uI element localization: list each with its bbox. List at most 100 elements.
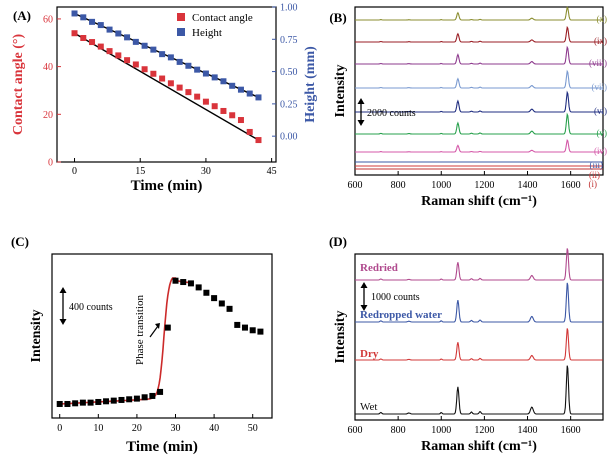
data-point bbox=[89, 39, 96, 46]
data-point bbox=[187, 280, 194, 287]
panel-a-tag: (A) bbox=[13, 8, 31, 23]
data-point bbox=[115, 30, 122, 37]
data-point bbox=[194, 66, 201, 73]
data-point bbox=[164, 324, 171, 331]
data-point bbox=[133, 395, 140, 402]
data-point bbox=[194, 93, 201, 100]
x-tick-label: 40 bbox=[209, 423, 219, 434]
annotation-arrow bbox=[149, 325, 159, 338]
x-tick-label: 1400 bbox=[518, 180, 538, 191]
data-point bbox=[246, 128, 253, 135]
legend-marker bbox=[177, 28, 185, 36]
data-point bbox=[97, 22, 104, 29]
spectrum-label: (ii) bbox=[589, 170, 600, 180]
data-point bbox=[180, 279, 187, 286]
scale-arrow-head-down bbox=[59, 319, 67, 325]
data-point bbox=[172, 277, 179, 284]
spectrum-line bbox=[355, 112, 603, 135]
x-axis-label: Time (min) bbox=[126, 439, 198, 455]
data-point bbox=[211, 103, 218, 110]
spectrum-line bbox=[355, 248, 603, 281]
data-point bbox=[87, 399, 94, 406]
data-point bbox=[106, 48, 113, 55]
x-tick-label: 1600 bbox=[561, 180, 581, 191]
x-tick-label: 50 bbox=[248, 423, 258, 434]
spectrum-line bbox=[355, 69, 603, 89]
panel-b-frame bbox=[354, 6, 604, 176]
scale-arrow-head-up bbox=[360, 282, 368, 288]
spectrum-label: (v) bbox=[597, 128, 608, 138]
data-point bbox=[126, 396, 133, 403]
panel-c-tag: (C) bbox=[11, 234, 29, 249]
scale-label: 1000 counts bbox=[371, 292, 420, 303]
data-point bbox=[211, 295, 218, 302]
data-point bbox=[141, 394, 148, 401]
spectrum-line bbox=[355, 90, 603, 113]
spectrum-label: (vi) bbox=[594, 106, 607, 116]
panel-d-tag: (D) bbox=[329, 234, 347, 249]
legend-marker bbox=[177, 13, 185, 21]
data-point bbox=[141, 66, 148, 73]
yr-tick-label: 0.25 bbox=[280, 99, 298, 110]
data-point bbox=[241, 324, 248, 331]
data-point bbox=[249, 327, 256, 334]
data-point bbox=[103, 398, 110, 405]
x-tick-label: 1000 bbox=[431, 180, 451, 191]
data-point bbox=[246, 90, 253, 97]
data-point bbox=[255, 137, 262, 144]
data-point bbox=[72, 400, 79, 407]
data-point bbox=[110, 397, 117, 404]
data-point bbox=[159, 75, 166, 82]
data-point bbox=[56, 400, 63, 407]
data-point bbox=[202, 70, 209, 77]
y-axis-label: Intensity bbox=[29, 310, 44, 363]
panel-b-tag: (B) bbox=[329, 10, 346, 25]
x-tick-label: 10 bbox=[93, 423, 103, 434]
spectrum-label: Redropped water bbox=[360, 309, 442, 321]
spectrum-line bbox=[355, 328, 603, 361]
spectrum-line bbox=[355, 282, 603, 323]
data-point bbox=[226, 305, 233, 312]
y-axis-label: Intensity bbox=[333, 311, 348, 364]
x-axis-label: Raman shift (cm⁻¹) bbox=[421, 439, 537, 454]
x-tick-label: 800 bbox=[391, 180, 406, 191]
spectrum-label: (x) bbox=[597, 14, 608, 24]
data-point bbox=[115, 52, 122, 59]
data-point bbox=[71, 10, 78, 17]
x-tick-label: 600 bbox=[348, 180, 363, 191]
data-point bbox=[220, 78, 227, 85]
data-point bbox=[202, 98, 209, 105]
legend-entry: Height bbox=[192, 27, 222, 39]
spectrum-line bbox=[355, 25, 603, 43]
data-point bbox=[118, 396, 125, 403]
x-tick-label: 30 bbox=[171, 423, 181, 434]
scale-arrow-head-down bbox=[360, 305, 368, 311]
data-point bbox=[211, 74, 218, 81]
x-tick-label: 1400 bbox=[518, 425, 538, 436]
scale-label: 2000 counts bbox=[367, 108, 416, 119]
y-axis-label: Intensity bbox=[333, 65, 348, 118]
scale-arrow-head-down bbox=[357, 120, 365, 126]
x-tick-label: 15 bbox=[135, 166, 145, 177]
scale-arrow-head-up bbox=[357, 98, 365, 104]
yl-tick-label: 40 bbox=[43, 62, 53, 73]
spectrum-line bbox=[355, 6, 603, 21]
spectrum-line bbox=[355, 45, 603, 65]
data-point bbox=[167, 54, 174, 61]
data-point bbox=[157, 388, 164, 395]
spectrum-label: (iv) bbox=[594, 146, 607, 156]
data-point bbox=[149, 392, 156, 399]
spectrum-label: Wet bbox=[360, 401, 377, 413]
x-tick-label: 1200 bbox=[474, 425, 494, 436]
data-point bbox=[176, 84, 183, 91]
data-point bbox=[234, 321, 241, 328]
yr-tick-label: 0.00 bbox=[280, 132, 298, 143]
y-right-axis-label: Height (mm) bbox=[303, 46, 318, 123]
spectrum-label: (ix) bbox=[594, 36, 607, 46]
data-point bbox=[229, 82, 236, 89]
y-left-axis-label: Contact angle (°) bbox=[11, 34, 26, 136]
spectrum-line bbox=[355, 365, 603, 415]
x-axis-label: Time (min) bbox=[131, 178, 203, 194]
x-tick-label: 30 bbox=[201, 166, 211, 177]
